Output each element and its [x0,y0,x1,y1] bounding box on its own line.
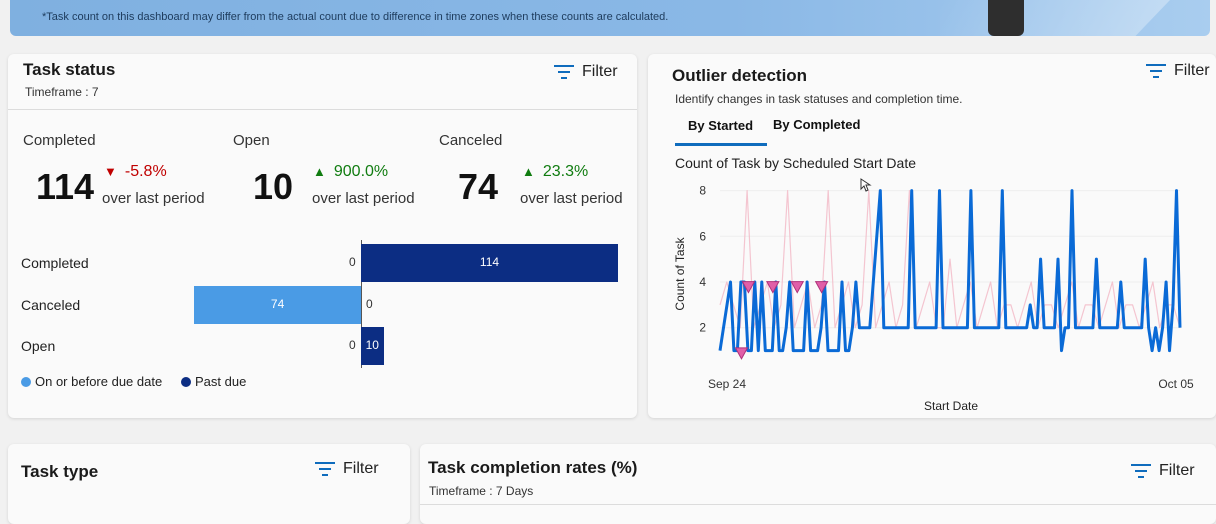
info-banner: *Task count on this dashboard may differ… [10,0,1210,36]
bar-value-label: 74 [270,297,285,311]
filter-icon [554,65,574,79]
y-tick-label: 8 [699,184,706,198]
divider [8,109,637,110]
timeframe-label: Timeframe : 7 [25,85,99,99]
filter-button[interactable]: Filter [554,63,618,81]
outlier-marker [814,281,829,294]
outlier-marker [766,281,780,294]
kpi-canceled-value: 74 [458,166,499,207]
task-status-bar-chart: Completed 0 114 Canceled 74 0 Open 0 10 [8,234,637,374]
series-line-primary [718,189,1182,353]
bar-value-label: 114 [479,255,500,269]
x-tick-label: Sep 24 [708,377,746,391]
banner-illustration [988,0,1024,36]
legend-item: On or before due date [21,374,162,389]
card-title: Task completion rates (%) [428,458,638,477]
legend-item: Past due [181,374,246,389]
task-completion-rates-card: Task completion rates (%) Timeframe : 7 … [420,444,1216,524]
task-status-card: Task status Timeframe : 7 Filter Complet… [8,54,637,418]
legend-label: Past due [195,374,247,389]
filter-button[interactable]: Filter [315,460,379,478]
timeframe-label: Timeframe : 7 Days [429,484,534,498]
x-axis-title: Start Date [924,399,978,413]
tab-by-completed[interactable]: By Completed [773,117,861,132]
filter-label: Filter [343,460,379,477]
filter-icon [315,462,335,476]
filter-button[interactable]: Filter [1146,62,1210,80]
y-tick-label: 6 [699,229,706,243]
kpi-open-caption: over last period [312,190,415,207]
x-tick-label: Oct 05 [1158,377,1194,391]
legend-dot [181,376,191,387]
kpi-completed-label: Completed [23,132,96,149]
tab-active-indicator [675,143,767,146]
kpi-open-label: Open [233,132,270,149]
bar-on-time[interactable] [194,286,361,324]
chart-title: Count of Task by Scheduled Start Date [675,155,916,171]
filter-label: Filter [1159,462,1195,479]
filter-label: Filter [1174,62,1210,79]
arrow-up-icon: ▲ [522,164,535,179]
y-tick-label: 4 [699,275,706,289]
kpi-canceled-delta: ▲ 23.3% [522,163,589,180]
legend-label: On or before due date [35,374,163,389]
bar-value-label: 0 [349,338,356,352]
banner-decoration [940,0,1170,36]
bar-category-label: Completed [21,255,89,271]
arrow-up-icon: ▲ [313,164,326,179]
bar-category-label: Open [21,338,56,354]
bar-category-label: Canceled [21,297,81,313]
tab-by-started[interactable]: By Started [688,118,754,133]
divider [420,504,1216,505]
kpi-canceled-label: Canceled [439,132,503,149]
kpi-completed-caption: over last period [102,190,205,207]
bar-past-due[interactable] [361,244,618,282]
task-type-card: Task type Filter [8,444,410,524]
bar-value-label: 0 [349,255,356,269]
kpi-completed-value: 114 [36,166,95,207]
outlier-marker [741,281,756,294]
card-subtitle: Identify changes in task statuses and co… [675,92,963,106]
legend-dot [21,376,31,387]
card-title: Outlier detection [672,66,808,85]
filter-button[interactable]: Filter [1131,462,1195,480]
kpi-canceled-caption: over last period [520,190,623,207]
filter-label: Filter [582,63,618,80]
kpi-open-delta: ▲ 900.0% [313,163,389,180]
kpi-open-value: 10 [253,166,294,207]
banner-note: *Task count on this dashboard may differ… [42,11,669,23]
bar-past-due[interactable] [361,327,384,365]
outlier-marker [734,347,749,360]
mouse-cursor-icon [860,178,872,192]
outlier-marker [790,281,805,294]
card-title: Task status [23,60,116,79]
kpi-completed-delta: ▼ -5.8% [104,163,167,180]
filter-icon [1146,64,1166,78]
outlier-line-chart: 2 4 6 8 Sep 24 Oct 05 Start Date Count of Task [673,184,1194,413]
card-title: Task type [21,462,99,481]
bar-value-label: 0 [366,297,373,311]
bar-value-label: 10 [365,338,379,352]
outlier-detection-card: Outlier detection Identify changes in ta… [648,54,1216,418]
series-line-secondary [719,190,1181,329]
arrow-down-icon: ▼ [104,164,117,179]
bar-axis-line [361,240,362,368]
y-tick-label: 2 [699,321,706,335]
filter-icon [1131,464,1151,478]
y-axis-title: Count of Task [673,236,687,310]
